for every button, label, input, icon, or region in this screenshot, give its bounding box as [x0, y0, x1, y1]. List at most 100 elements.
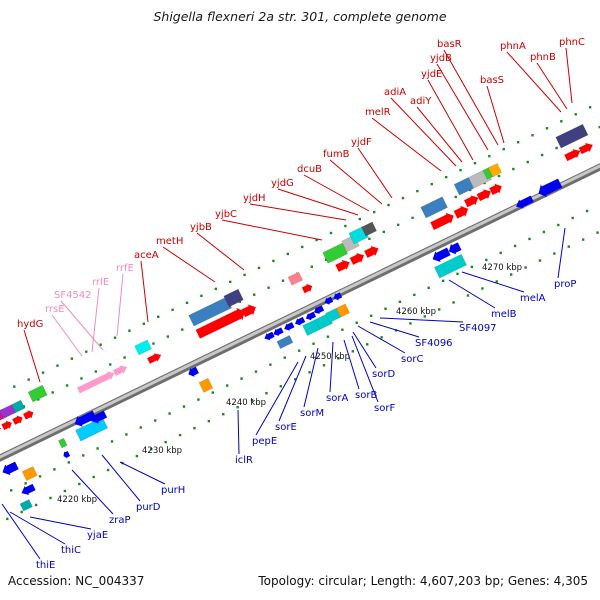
gene-arrow-forward [578, 143, 593, 155]
track-0-tick [128, 329, 131, 332]
leader-thiC [9, 511, 66, 545]
track-0-tick [574, 113, 577, 116]
track-0-tick [99, 343, 102, 346]
gene-label-yjdG: yjdG [271, 178, 294, 189]
track-3-tick [466, 294, 470, 297]
leader-basR [443, 49, 499, 146]
track-3-tick [308, 371, 311, 374]
scale-label-4250-kbp: 4250 kbp [310, 352, 350, 362]
track-2-tick [254, 370, 258, 373]
leader-zraP [71, 469, 114, 515]
gene-glyph-7 [27, 384, 48, 403]
gene-glyph-44 [75, 416, 109, 442]
leader-dcuB [303, 174, 370, 212]
gene-glyph-45 [74, 410, 97, 427]
gene-arrow-forward [147, 353, 162, 364]
leader-sorD [352, 331, 377, 369]
gene-label-sorA: sorA [326, 393, 348, 404]
gene-label-sorB: sorB [355, 390, 377, 401]
track-0-tick [185, 301, 189, 305]
track-0-tick [488, 154, 491, 158]
gene-arrow-forward [77, 371, 115, 394]
gene-glyph-62 [432, 247, 451, 263]
leader-phnB [536, 62, 568, 110]
track-2-tick [485, 258, 488, 262]
track-3-tick [222, 412, 225, 416]
track-0-tick [358, 217, 361, 221]
leader-adiY [416, 106, 463, 163]
gene-box [322, 242, 349, 264]
gene-box [325, 307, 342, 323]
gene-glyph-46 [91, 410, 108, 424]
track-2-tick [168, 412, 171, 415]
track-2-tick [10, 489, 13, 492]
track-0-tick [315, 238, 318, 242]
leader-metH [162, 246, 216, 283]
gene-glyph-42 [57, 437, 68, 449]
gene-glyph-54 [313, 305, 325, 315]
gene-glyph-21 [361, 221, 378, 237]
track-2-tick [269, 363, 272, 366]
gene-label-rrsE: rrsE [45, 304, 65, 315]
track-2-tick [398, 300, 402, 304]
gene-label-purD: purD [136, 502, 161, 513]
gene-glyph-50 [273, 327, 284, 336]
gene-box [57, 437, 68, 449]
track-3-tick [250, 399, 254, 402]
gene-glyph-8 [77, 371, 115, 394]
leader-basS [486, 85, 505, 144]
track-0-tick [473, 161, 477, 165]
leader-hydG [23, 329, 41, 383]
gene-glyph-47 [188, 366, 199, 377]
gene-glyph-60 [324, 296, 334, 305]
track-3-tick [481, 287, 484, 290]
leader-rrlE [91, 287, 100, 353]
scale-label-4270-kbp: 4270 kbp [482, 263, 522, 273]
gene-arrow-reverse [333, 292, 343, 301]
leader-yjaE [29, 516, 92, 530]
track-3-tick [6, 517, 9, 521]
gene-arrow-forward [241, 304, 256, 318]
gene-label-zraP: zraP [109, 515, 131, 526]
track-3-tick [78, 482, 81, 486]
track-3-tick [553, 252, 556, 255]
track-1-tick [368, 237, 371, 241]
track-0-tick [157, 315, 160, 318]
track-2-tick [499, 251, 502, 255]
track-2-tick [542, 230, 546, 234]
leader-adiA [390, 97, 457, 167]
track-0-tick [243, 273, 246, 277]
gene-arrow-forward [1, 420, 12, 431]
track-2-tick [96, 447, 99, 450]
track-2-tick [456, 272, 459, 276]
accession-text: Accession: NC_004337 [8, 574, 145, 588]
leader-sorC [357, 325, 406, 354]
track-2-tick [139, 426, 143, 429]
track-0-tick [13, 385, 16, 388]
gene-label-melA: melA [520, 293, 546, 304]
gene-label-metH: metH [156, 236, 183, 247]
gene-arrow-reverse [21, 483, 36, 496]
track-2-tick [53, 468, 56, 471]
gene-box [420, 196, 448, 219]
gene-glyph-59 [335, 303, 351, 318]
gene-arrow-forward [489, 183, 502, 195]
track-3-tick [322, 364, 326, 367]
track-2-tick [283, 356, 286, 359]
track-1-tick [555, 146, 558, 150]
track-3-tick [409, 322, 412, 325]
leader-sorE [278, 355, 307, 422]
track-3-tick [596, 231, 599, 234]
track-3-tick [135, 454, 139, 458]
track-3-tick [164, 440, 167, 444]
track-2-tick [24, 482, 27, 485]
track-0-tick [329, 231, 333, 235]
leader-melB [448, 279, 496, 309]
gene-label-thiC: thiC [61, 545, 81, 556]
track-0-tick [459, 168, 462, 172]
track-0-tick [444, 175, 448, 179]
gene-box [19, 499, 33, 512]
gene-glyph-43 [63, 450, 71, 459]
gene-glyph-63 [448, 242, 462, 255]
track-3-tick [294, 378, 297, 381]
